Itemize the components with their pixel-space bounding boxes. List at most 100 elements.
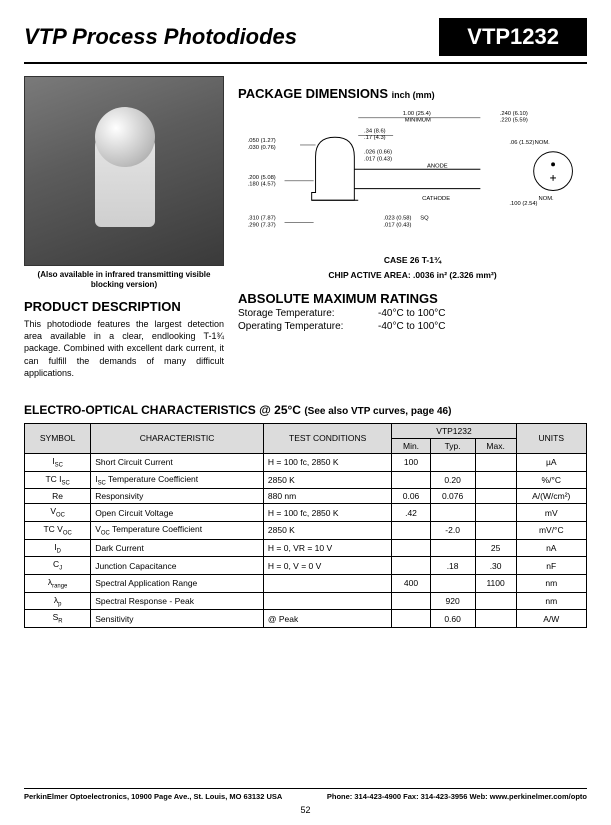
cell-characteristic: Sensitivity: [91, 610, 264, 628]
part-number-badge: VTP1232: [439, 18, 587, 56]
table-row: IDDark CurrentH = 0, VR = 10 V 25nA: [25, 539, 587, 557]
product-photo: [24, 76, 224, 266]
table-row: ISCShort Circuit CurrentH = 100 fc, 2850…: [25, 453, 587, 471]
table-row: ReResponsivity880 nm0.060.076A/(W/cm²): [25, 489, 587, 504]
cell-symbol: SR: [25, 610, 91, 628]
cell-conditions: [263, 575, 392, 593]
cell-symbol: λrange: [25, 575, 91, 593]
dim-d9n: NOM.: [535, 140, 551, 146]
dim-anode: ANODE: [427, 163, 448, 169]
cell-min: [392, 610, 430, 628]
dim-d10: .100 (2.54): [509, 201, 537, 207]
cell-max: [475, 489, 516, 504]
cell-max: 1100: [475, 575, 516, 593]
table-row: TC ISCISC Temperature Coefficient2850 K0…: [25, 471, 587, 489]
dim-d4: 1.00 (25.4): [403, 111, 431, 117]
cell-characteristic: ISC Temperature Coefficient: [91, 471, 264, 489]
amr-label: Storage Temperature:: [238, 308, 378, 319]
right-column: PACKAGE DIMENSIONS inch (mm): [238, 76, 587, 379]
cell-conditions: 880 nm: [263, 489, 392, 504]
cell-units: nm: [516, 592, 586, 610]
cell-typ: [430, 453, 475, 471]
col-symbol: SYMBOL: [25, 423, 91, 453]
dim-d7: .023 (0.58): [383, 216, 411, 222]
cell-symbol: ISC: [25, 453, 91, 471]
cell-max: .30: [475, 557, 516, 575]
cell-typ: [430, 504, 475, 522]
cell-typ: 0.60: [430, 610, 475, 628]
cell-typ: [430, 575, 475, 593]
cell-conditions: H = 0, V = 0 V: [263, 557, 392, 575]
cell-conditions: @ Peak: [263, 610, 392, 628]
dim-sq: SQ: [420, 216, 429, 222]
dim-d5: .34 (8.6): [364, 128, 386, 134]
product-description-heading: PRODUCT DESCRIPTION: [24, 299, 224, 314]
dim-d4b: MINIMUM: [405, 118, 431, 124]
cell-characteristic: Spectral Application Range: [91, 575, 264, 593]
dim-d7b: .017 (0.43): [383, 222, 411, 228]
cell-max: [475, 453, 516, 471]
led-dome-shape: [95, 107, 155, 167]
cell-symbol: TC VOC: [25, 521, 91, 539]
cell-typ: 0.20: [430, 471, 475, 489]
cell-max: 25: [475, 539, 516, 557]
dim-d6: .026 (0.66): [364, 150, 392, 156]
cell-characteristic: Dark Current: [91, 539, 264, 557]
col-units: UNITS: [516, 423, 586, 453]
cell-conditions: H = 100 fc, 2850 K: [263, 453, 392, 471]
cell-max: [475, 592, 516, 610]
table-row: λrangeSpectral Application Range4001100n…: [25, 575, 587, 593]
cell-characteristic: Short Circuit Current: [91, 453, 264, 471]
cell-units: A/W: [516, 610, 586, 628]
cell-min: .42: [392, 504, 430, 522]
amr-value: -40°C to 100°C: [378, 321, 445, 332]
col-typ: Typ.: [430, 438, 475, 453]
cell-symbol: λp: [25, 592, 91, 610]
dim-d9: .06 (1.52): [509, 140, 534, 146]
dim-d3b: .290 (7.37): [248, 222, 276, 228]
table-row: TC VOCVOC Temperature Coefficient2850 K-…: [25, 521, 587, 539]
cell-conditions: [263, 592, 392, 610]
case-line-2: CHIP ACTIVE AREA: .0036 in² (2.326 mm²): [238, 270, 587, 281]
left-column: (Also available in infrared transmitting…: [24, 76, 224, 379]
col-min: Min.: [392, 438, 430, 453]
top-columns: (Also available in infrared transmitting…: [24, 76, 587, 379]
cell-symbol: ID: [25, 539, 91, 557]
cell-max: [475, 471, 516, 489]
dim-d8b: .220 (5.59): [500, 118, 528, 124]
cell-min: [392, 471, 430, 489]
cell-conditions: H = 0, VR = 10 V: [263, 539, 392, 557]
cell-units: nA: [516, 539, 586, 557]
cell-typ: 0.076: [430, 489, 475, 504]
footer-left: PerkinElmer Optoelectronics, 10900 Page …: [24, 792, 282, 801]
cell-max: [475, 521, 516, 539]
cell-units: mV: [516, 504, 586, 522]
cell-units: A/(W/cm²): [516, 489, 586, 504]
dim-d2: .200 (5.08): [248, 175, 276, 181]
product-description-body: This photodiode features the largest det…: [24, 318, 224, 379]
table-row: VOCOpen Circuit VoltageH = 100 fc, 2850 …: [25, 504, 587, 522]
cell-symbol: TC ISC: [25, 471, 91, 489]
col-max: Max.: [475, 438, 516, 453]
photo-caption: (Also available in infrared transmitting…: [24, 270, 224, 289]
cell-symbol: VOC: [25, 504, 91, 522]
col-conditions: TEST CONDITIONS: [263, 423, 392, 453]
abs-max-heading: ABSOLUTE MAXIMUM RATINGS: [238, 291, 587, 306]
cell-units: nF: [516, 557, 586, 575]
cell-typ: .18: [430, 557, 475, 575]
cell-units: µA: [516, 453, 586, 471]
table-row: CJJunction CapacitanceH = 0, V = 0 V.18.…: [25, 557, 587, 575]
dimension-drawing: .050 (1.27) .030 (0.76) .200 (5.08) .180…: [238, 101, 587, 251]
cell-typ: 920: [430, 592, 475, 610]
dim-d10n: NOM.: [539, 196, 555, 202]
cell-min: [392, 539, 430, 557]
dim-cathode: CATHODE: [422, 196, 450, 202]
dim-d2b: .180 (4.57): [248, 182, 276, 188]
abs-max-section: ABSOLUTE MAXIMUM RATINGS Storage Tempera…: [238, 291, 587, 332]
case-line-1: CASE 26 T-1¾: [238, 255, 587, 266]
cell-characteristic: Open Circuit Voltage: [91, 504, 264, 522]
electro-subheading: (See also VTP curves, page 46): [304, 406, 451, 417]
amr-label: Operating Temperature:: [238, 321, 378, 332]
pkg-head-units: inch (mm): [392, 90, 435, 100]
cell-symbol: CJ: [25, 557, 91, 575]
